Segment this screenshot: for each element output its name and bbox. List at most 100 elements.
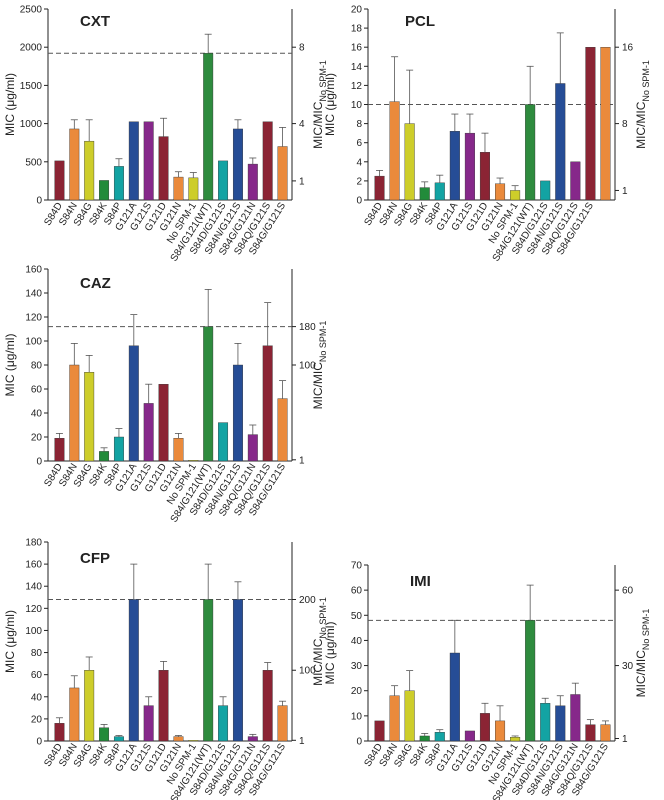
bar-g121s bbox=[143, 705, 154, 742]
y-tick-label: 0 bbox=[356, 737, 362, 748]
bar-g121d bbox=[479, 152, 490, 201]
y-tick-label: 0 bbox=[36, 196, 42, 207]
y-tick-label: 0 bbox=[356, 196, 362, 207]
y-tick-label: 40 bbox=[31, 409, 43, 420]
y2-axis-title-main: MIC/MIC bbox=[311, 101, 325, 149]
bar-s84k bbox=[99, 727, 110, 742]
y-tick-label: 100 bbox=[25, 626, 42, 637]
y2-tick-label: 1 bbox=[299, 455, 305, 466]
y-axis-title: MIC (μg/ml) bbox=[323, 622, 337, 685]
y-tick-label: 60 bbox=[31, 670, 43, 681]
y-tick-label: 20 bbox=[351, 5, 363, 16]
bar-s84n-g121s bbox=[232, 364, 243, 462]
bar-no-spm-1 bbox=[510, 190, 521, 201]
y-tick-label: 50 bbox=[351, 611, 363, 622]
bar-g121a bbox=[128, 599, 139, 742]
y2-axis-title: MIC/MICNo SPM-1 bbox=[311, 597, 328, 686]
panel-title: IMI bbox=[410, 573, 431, 590]
bar-s84g bbox=[404, 123, 415, 201]
y2-tick-label: 100 bbox=[299, 666, 316, 677]
bar-no-spm-1 bbox=[510, 737, 521, 742]
panel-title: CAZ bbox=[80, 275, 111, 292]
y2-axis-title-main: MIC/MIC bbox=[634, 101, 648, 149]
y-tick-label: 2500 bbox=[20, 5, 43, 16]
bar-g121s bbox=[143, 403, 154, 462]
y2-tick-label: 1 bbox=[622, 734, 628, 745]
bar-g121n bbox=[173, 736, 184, 742]
bar-s84p bbox=[434, 182, 445, 201]
y-tick-label: 160 bbox=[25, 265, 42, 276]
y2-tick-label: 100 bbox=[299, 361, 316, 372]
bar-s84-g121-wt- bbox=[525, 620, 536, 742]
bar-s84n bbox=[389, 695, 400, 742]
y2-tick-label: 16 bbox=[622, 43, 634, 54]
y2-tick-label: 180 bbox=[299, 322, 316, 333]
y-tick-label: 30 bbox=[351, 661, 363, 672]
bar-s84-g121-wt- bbox=[203, 326, 214, 462]
y-tick-label: 18 bbox=[351, 24, 363, 35]
chart-panel-pcl: 024681012141618201816S84DS84NS84GS84KS84… bbox=[323, 5, 651, 264]
bar-s84g bbox=[84, 670, 95, 742]
y2-tick-label: 1 bbox=[622, 186, 628, 197]
bar-s84g bbox=[84, 372, 95, 462]
panel-title: CXT bbox=[80, 13, 110, 30]
y2-axis-title: MIC/MICNo SPM-1 bbox=[311, 321, 328, 410]
bar-s84n bbox=[69, 128, 80, 201]
bar-s84d-g121s bbox=[540, 180, 551, 201]
bar-s84-g121-wt- bbox=[203, 53, 214, 201]
y2-tick-label: 1 bbox=[299, 736, 305, 747]
bar-s84n bbox=[69, 364, 80, 462]
bar-s84q-g121s bbox=[570, 161, 581, 201]
y-axis-title: MIC (μg/ml) bbox=[323, 73, 337, 136]
y-axis-title: MIC (μg/ml) bbox=[3, 73, 17, 136]
bar-s84g-g121s bbox=[277, 146, 288, 201]
y2-tick-label: 8 bbox=[622, 119, 628, 130]
bar-s84g-g121s bbox=[277, 398, 288, 462]
bar-s84n-g121s bbox=[555, 83, 566, 201]
y2-tick-label: 4 bbox=[299, 119, 305, 130]
y-tick-label: 160 bbox=[25, 560, 42, 571]
bar-g121a bbox=[128, 345, 139, 462]
bar-s84k bbox=[99, 180, 110, 201]
y-tick-label: 6 bbox=[356, 138, 362, 149]
bar-g121d bbox=[158, 136, 169, 201]
y-tick-label: 80 bbox=[31, 648, 43, 659]
bar-no-spm-1 bbox=[188, 177, 199, 201]
y-tick-label: 120 bbox=[25, 313, 42, 324]
y-tick-label: 10 bbox=[351, 100, 363, 111]
bar-s84q-g121n bbox=[247, 434, 258, 462]
bar-s84p bbox=[434, 732, 445, 742]
bar-g121n bbox=[495, 720, 506, 742]
bar-s84-g121-wt- bbox=[525, 104, 536, 201]
bar-s84d-g121s bbox=[540, 703, 551, 742]
y-tick-label: 40 bbox=[351, 636, 363, 647]
bar-g121d bbox=[479, 713, 490, 742]
chart-panel-cfp: 0204060801001201401601801100200S84DS84NS… bbox=[3, 538, 328, 800]
bar-s84g-g121s bbox=[585, 47, 596, 201]
bar-s84k bbox=[99, 451, 110, 462]
y2-axis-title-subscript: No SPM-1 bbox=[318, 321, 328, 363]
bar-s84k bbox=[419, 187, 430, 201]
y-tick-label: 60 bbox=[31, 385, 43, 396]
y-tick-label: 0 bbox=[36, 457, 42, 468]
bar-s84g-g121n bbox=[570, 694, 581, 742]
bar-g121s bbox=[143, 121, 154, 201]
y-axis-title: MIC (μg/ml) bbox=[3, 334, 17, 397]
y-tick-label: 0 bbox=[36, 737, 42, 748]
bar-s84k bbox=[419, 735, 430, 742]
y-tick-label: 100 bbox=[25, 337, 42, 348]
bar-s84d bbox=[54, 723, 65, 742]
bar-s84d bbox=[374, 720, 385, 742]
bar-s84d-g121s bbox=[218, 160, 229, 201]
y-tick-label: 140 bbox=[25, 582, 42, 593]
y-tick-label: 12 bbox=[351, 81, 363, 92]
y2-axis-title: MIC/MICNo SPM-1 bbox=[634, 60, 651, 149]
bar-g121s bbox=[464, 730, 475, 742]
y-tick-label: 1500 bbox=[20, 81, 43, 92]
bar-s84g-g121n bbox=[247, 736, 258, 742]
bar-15 bbox=[600, 47, 611, 201]
bar-s84g-g121n bbox=[247, 163, 258, 201]
y-tick-label: 10 bbox=[351, 711, 363, 722]
y-tick-label: 16 bbox=[351, 43, 363, 54]
